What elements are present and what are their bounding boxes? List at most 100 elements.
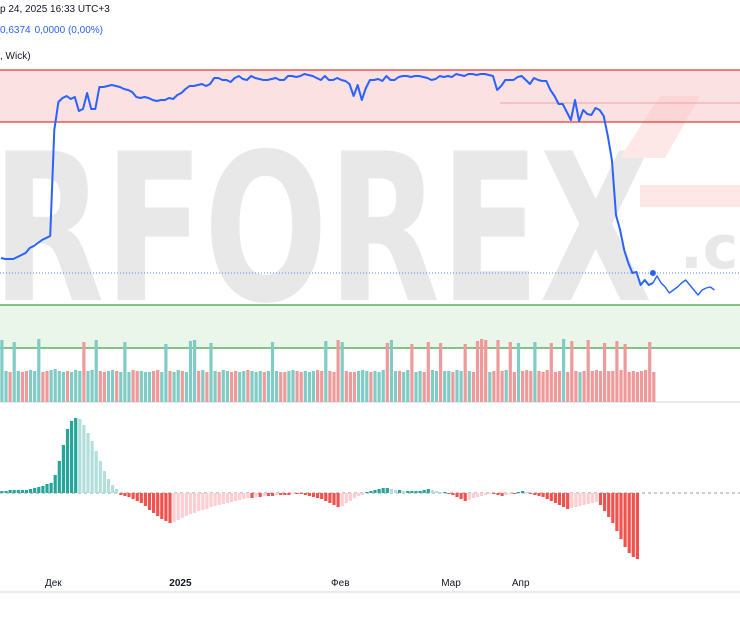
histogram-bar: [106, 479, 111, 493]
volume-bar: [385, 343, 389, 402]
histogram-bar: [94, 451, 98, 493]
histogram-bar: [525, 492, 529, 493]
histogram-bar: [242, 493, 246, 499]
volume-bar: [557, 371, 562, 402]
volume-bar: [410, 344, 414, 402]
volume-bar: [147, 372, 152, 402]
histogram-bar: [373, 490, 377, 493]
histogram-bar: [480, 493, 484, 496]
volume-bar: [447, 371, 451, 402]
volume-bar: [262, 372, 266, 402]
histogram-bar: [385, 488, 389, 493]
histogram-bar: [221, 493, 225, 504]
price-line[interactable]: [0, 73, 654, 286]
histogram-bar: [160, 493, 164, 519]
histogram-bar: [283, 493, 287, 495]
histogram-bar: [86, 433, 90, 493]
volume-bar: [57, 371, 61, 402]
histogram-bar: [135, 493, 139, 501]
volume-bar: [418, 371, 422, 402]
volume-bar: [45, 371, 49, 402]
volume-bar: [41, 372, 45, 402]
histogram-bar: [287, 493, 291, 495]
volume-bar: [488, 372, 492, 402]
volume-bar: [340, 342, 344, 402]
histogram-bar: [590, 493, 594, 503]
histogram-bar: [188, 493, 193, 514]
volume-bar: [143, 372, 147, 402]
volume-bar: [627, 372, 631, 402]
volume-bar: [336, 340, 340, 402]
last-price-marker[interactable]: [649, 270, 656, 276]
histogram-bar: [184, 493, 188, 516]
volume-bar: [119, 372, 123, 402]
volume-bar: [504, 370, 508, 402]
histogram-bar: [213, 493, 217, 506]
volume-bar: [516, 343, 521, 402]
volume-bar: [61, 372, 65, 402]
volume-bar: [603, 343, 607, 402]
volume-bar: [29, 370, 33, 402]
histogram-bar: [598, 493, 603, 505]
histogram-bar: [262, 493, 266, 496]
volume-bar: [365, 371, 369, 402]
histogram-bar: [566, 493, 570, 509]
value-change: 0,0000 (0,00%): [34, 25, 103, 36]
volume-bar: [545, 370, 549, 402]
volume-bar: [574, 371, 578, 402]
volume-bar: [123, 342, 127, 402]
volume-bar: [90, 370, 94, 402]
volume-bar: [328, 371, 332, 402]
volume-bar: [217, 372, 221, 402]
histogram-bar: [291, 493, 295, 494]
histogram-bar: [225, 493, 229, 503]
watermark-bar: [640, 185, 740, 207]
volume-bar: [402, 372, 406, 402]
histogram-bar: [471, 493, 475, 498]
histogram-bar: [443, 492, 447, 493]
volume-bar: [578, 372, 582, 402]
resistance-zone: [0, 70, 740, 122]
volume-bar: [611, 371, 615, 402]
volume-bar: [484, 340, 488, 402]
volume-bar: [287, 371, 291, 402]
volume-bar: [439, 343, 443, 402]
volume-bar: [102, 372, 106, 402]
histogram-bar: [430, 490, 434, 493]
histogram-bar: [545, 493, 549, 499]
volume-bar: [291, 370, 295, 402]
volume-bar: [209, 343, 213, 402]
volume-bar: [180, 371, 184, 402]
volume-bar: [430, 370, 434, 402]
volume-bar: [475, 341, 480, 402]
histogram-bar: [357, 493, 361, 496]
volume-bar: [24, 371, 29, 402]
histogram-bar: [406, 491, 410, 493]
volume-bar: [65, 371, 70, 402]
price-line-extension: [652, 275, 715, 296]
volume-bar: [94, 340, 98, 402]
volume-bar: [373, 371, 377, 402]
histogram-bar: [365, 492, 369, 493]
volume-bar: [16, 371, 20, 402]
histogram-bar: [340, 493, 344, 506]
histogram-bar: [463, 493, 467, 501]
volume-bar: [266, 371, 270, 402]
chart-header-datetime: р 24, 2025 16:33 UTC+3: [0, 4, 110, 15]
volume-bar: [12, 342, 16, 402]
histogram-bar: [270, 493, 275, 496]
histogram-bar: [316, 493, 320, 498]
histogram-bar: [537, 493, 541, 496]
last-value: 0,6374: [0, 25, 31, 36]
histogram-bar: [467, 493, 471, 500]
histogram-bar: [70, 421, 74, 493]
histogram-bar: [24, 490, 29, 493]
histogram-bar: [459, 493, 463, 499]
histogram-bar: [582, 493, 586, 505]
x-tick-label: Мар: [441, 578, 461, 589]
histogram-bar: [377, 489, 381, 493]
volume-bar: [160, 372, 164, 402]
histogram-bar: [45, 484, 49, 493]
histogram-bar: [389, 489, 393, 493]
